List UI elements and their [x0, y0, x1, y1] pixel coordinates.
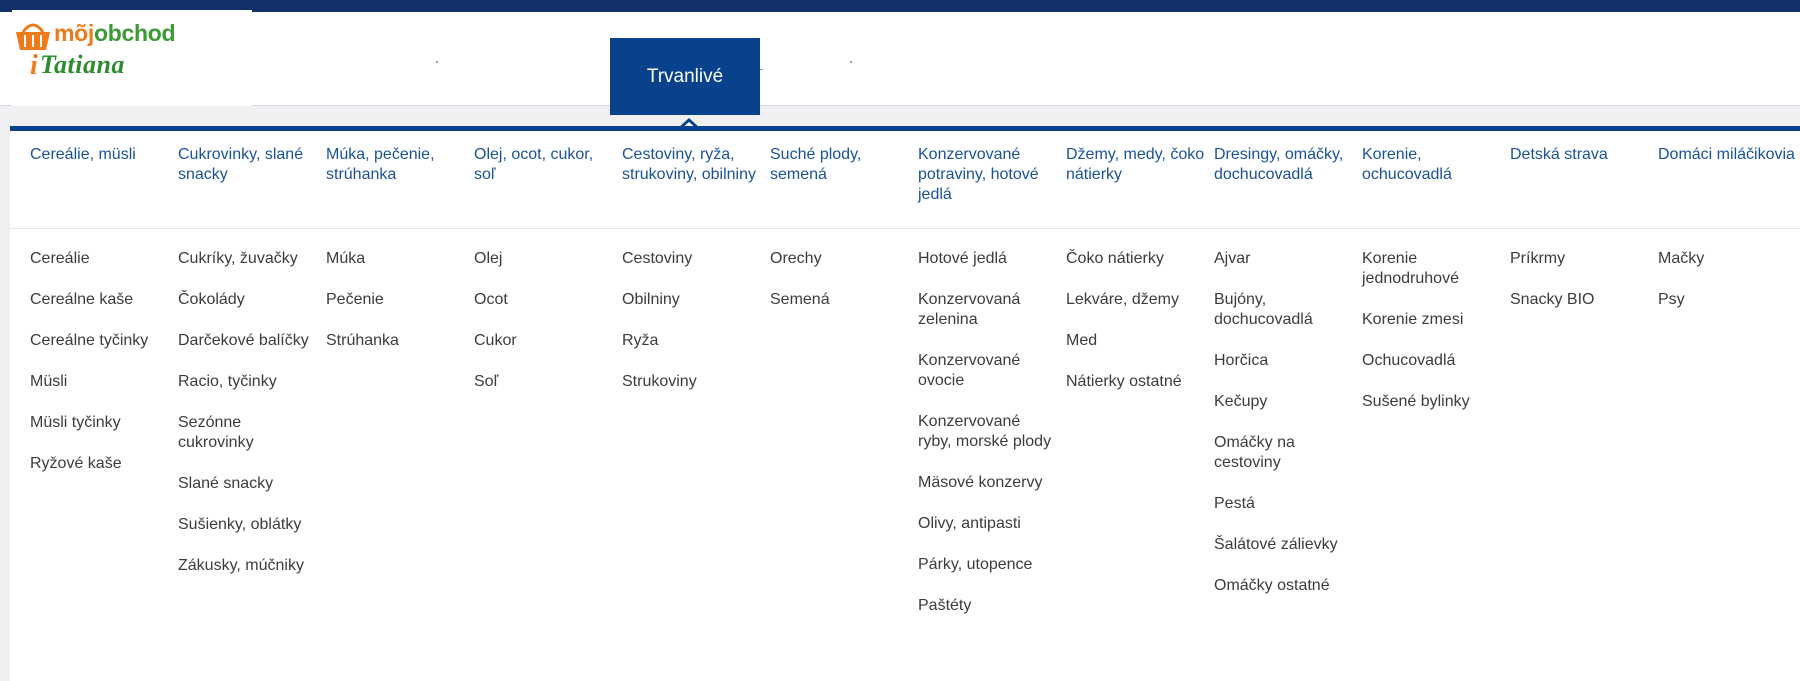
nav-tab-trvanlive[interactable]: Trvanlivé [610, 38, 760, 115]
menu-subcategory-link[interactable]: Pestá [1214, 495, 1255, 512]
menu-subcategory-link[interactable]: Paštéty [918, 597, 972, 614]
menu-category-link[interactable]: Múka, pečenie, strúhanka [326, 146, 435, 183]
header-separator [760, 69, 763, 70]
menu-subcategory-link[interactable]: Racio, tyčinky [178, 373, 277, 390]
menu-subcategory-link[interactable]: Šalátové zálievky [1214, 536, 1338, 553]
menu-category-link[interactable]: Domáci miláčikovia [1658, 146, 1795, 163]
menu-subcategory-link[interactable]: Čokolády [178, 291, 245, 308]
menu-subcategory-link[interactable]: Orechy [770, 250, 822, 267]
menu-subcategory-link[interactable]: Korenie jednodruhové [1362, 250, 1459, 287]
basket-icon [16, 23, 50, 50]
menu-subcategory-list: Ajvar Bujóny, dochucovadlá Horčica Kečupy Om… [1214, 249, 1354, 617]
menu-subcategory-list: Cukríky, žuvačky Čokolády Darčekové balíčk… [178, 249, 318, 597]
menu-category-link[interactable]: Suché plody, semená [770, 146, 862, 183]
site-logo[interactable]: mõjobchod i Tatiana [12, 10, 252, 106]
menu-subcategory-list: Cestoviny Obilniny Ryža Strukoviny [622, 249, 762, 413]
mega-menu: Cereálie, müsli Cereálie Cereálne kaše Cere… [10, 126, 1800, 681]
menu-subcategory-link[interactable]: Psy [1658, 291, 1685, 308]
menu-subcategory-link[interactable]: Strukoviny [622, 373, 697, 390]
menu-subcategory-list: Hotové jedlá Konzervovaná zelenina Konzerv… [918, 249, 1058, 637]
menu-category-link[interactable]: Cukrovinky, slané snacky [178, 146, 304, 183]
menu-subcategory-list: Čoko nátierky Lekváre, džemy Med Nátierky o… [1066, 249, 1206, 413]
menu-subcategory-link[interactable]: Cereálne tyčinky [30, 332, 149, 349]
menu-subcategory-link[interactable]: Ryža [622, 332, 659, 349]
menu-subcategory-link[interactable]: Ocot [474, 291, 508, 308]
menu-category-link[interactable]: Detská strava [1510, 146, 1608, 163]
menu-subcategory-link[interactable]: Slané snacky [178, 475, 274, 492]
menu-subcategory-link[interactable]: Lekváre, džemy [1066, 291, 1179, 308]
menu-subcategory-link[interactable]: Strúhanka [326, 332, 399, 349]
menu-subcategory-link[interactable]: Horčica [1214, 352, 1269, 369]
menu-subcategory-link[interactable]: Hotové jedlá [918, 250, 1007, 267]
menu-category-link[interactable]: Konzervované potraviny, hotové jedlá [918, 146, 1039, 203]
menu-subcategory-link[interactable]: Konzervovaná zelenina [918, 291, 1021, 328]
menu-subcategory-link[interactable]: Cereálie [30, 250, 90, 267]
menu-subcategory-link[interactable]: Cereálne kaše [30, 291, 134, 308]
menu-category-link[interactable]: Džemy, medy, čoko nátierky [1066, 146, 1205, 183]
menu-subcategory-link[interactable]: Ryžové kaše [30, 455, 122, 472]
menu-subcategory-list: Olej Ocot Cukor Soľ [474, 249, 614, 413]
menu-subcategory-link[interactable]: Pečenie [326, 291, 384, 308]
menu-subcategory-list: Cereálie Cereálne kaše Cereálne tyčinky Müs… [30, 249, 170, 495]
menu-subcategory-link[interactable]: Korenie zmesi [1362, 311, 1464, 328]
menu-category-link[interactable]: Dresingy, omáčky, dochucovadlá [1214, 146, 1344, 183]
menu-subcategory-link[interactable]: Mäsové konzervy [918, 474, 1043, 491]
dropdown-caret-inner [681, 122, 697, 129]
menu-subcategory-link[interactable]: Snacky BIO [1510, 291, 1595, 308]
menu-subcategory-link[interactable]: Cukor [474, 332, 517, 349]
menu-subcategory-list: Múka Pečenie Strúhanka [326, 249, 466, 372]
menu-subcategory-list: Príkrmy Snacky BIO [1510, 249, 1650, 331]
menu-subcategory-link[interactable]: Sezónne cukrovinky [178, 414, 254, 451]
menu-subcategory-link[interactable]: Múka [326, 250, 366, 267]
menu-subcategory-link[interactable]: Nátierky ostatné [1066, 373, 1182, 390]
menu-subcategory-list: Mačky Psy [1658, 249, 1798, 331]
menu-subcategory-link[interactable]: Darčekové balíčky [178, 332, 309, 349]
menu-category-link[interactable]: Olej, ocot, cukor, soľ [474, 146, 594, 183]
menu-subcategory-link[interactable]: Med [1066, 332, 1098, 349]
menu-divider [10, 228, 1800, 229]
menu-subcategory-link[interactable]: Ochucovadlá [1362, 352, 1456, 369]
menu-subcategory-list: Korenie jednodruhové Korenie zmesi Ochucov… [1362, 249, 1502, 433]
menu-subcategory-link[interactable]: Omáčky ostatné [1214, 577, 1330, 594]
menu-subcategory-link[interactable]: Müsli [30, 373, 68, 390]
menu-subcategory-link[interactable]: Mačky [1658, 250, 1705, 267]
menu-subcategory-link[interactable]: Príkrmy [1510, 250, 1566, 267]
menu-subcategory-link[interactable]: Ajvar [1214, 250, 1251, 267]
logo-tatiana: Tatiana [40, 50, 125, 79]
menu-subcategory-link[interactable]: Sušienky, oblátky [178, 516, 302, 533]
menu-subcategory-link[interactable]: Kečupy [1214, 393, 1268, 410]
header-separator [436, 61, 438, 63]
menu-category-link[interactable]: Cereálie, müsli [30, 146, 136, 163]
menu-subcategory-link[interactable]: Soľ [474, 373, 499, 390]
menu-subcategory-link[interactable]: Olej [474, 250, 503, 267]
logo-wordmark: mõjobchod [54, 20, 176, 47]
menu-subcategory-link[interactable]: Semená [770, 291, 830, 308]
menu-category-link[interactable]: Korenie, ochucovadlá [1362, 146, 1452, 183]
menu-subcategory-link[interactable]: Konzervované ryby, morské plody [918, 413, 1052, 450]
header-separator [850, 61, 852, 63]
logo-moj: mõj [54, 20, 94, 46]
top-bar [0, 0, 1800, 12]
logo-obchod: obchod [94, 20, 176, 46]
menu-subcategory-link[interactable]: Müsli tyčinky [30, 414, 121, 431]
menu-subcategory-link[interactable]: Zákusky, múčniky [178, 557, 304, 574]
menu-subcategory-link[interactable]: Čoko nátierky [1066, 250, 1164, 267]
menu-subcategory-link[interactable]: Obilniny [622, 291, 680, 308]
menu-subcategory-link[interactable]: Sušené bylinky [1362, 393, 1470, 410]
menu-category-link[interactable]: Cestoviny, ryža, strukoviny, obilniny [622, 146, 756, 183]
menu-subcategory-link[interactable]: Omáčky na cestoviny [1214, 434, 1295, 471]
menu-subcategory-link[interactable]: Konzervované ovocie [918, 352, 1021, 389]
menu-subcategory-list: Orechy Semená [770, 249, 910, 331]
menu-subcategory-link[interactable]: Olivy, antipasti [918, 515, 1021, 532]
menu-columns: Cereálie, müsli Cereálie Cereálne kaše Cere… [30, 131, 1800, 681]
menu-subcategory-link[interactable]: Cestoviny [622, 250, 693, 267]
site-header: Trvanlivé [0, 12, 1800, 115]
logo-i: i [30, 50, 38, 81]
menu-subcategory-link[interactable]: Bujóny, dochucovadlá [1214, 291, 1313, 328]
menu-subcategory-link[interactable]: Párky, utopence [918, 556, 1033, 573]
menu-subcategory-link[interactable]: Cukríky, žuvačky [178, 250, 298, 267]
